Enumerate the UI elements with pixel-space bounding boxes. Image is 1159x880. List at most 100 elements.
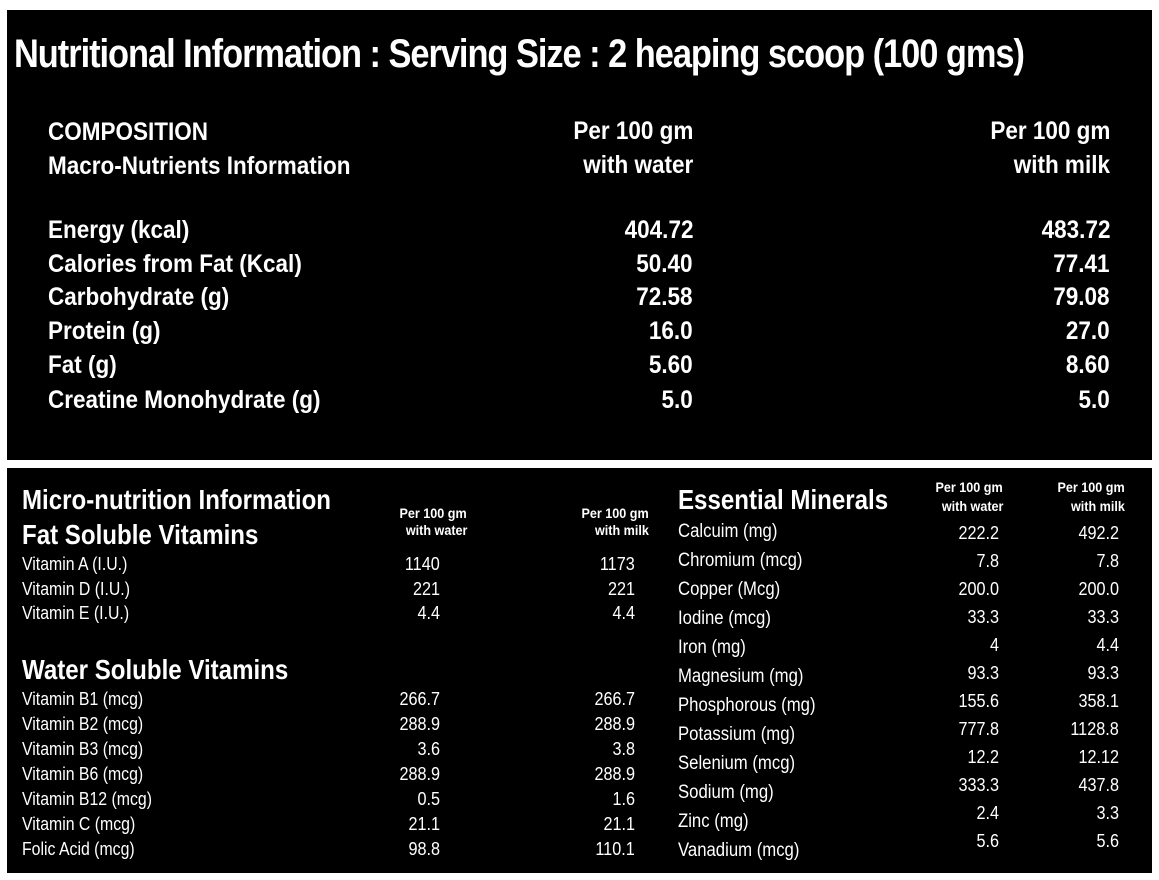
vitamin-milk: 3.8 [612,739,635,759]
vitamin-water: 221 [412,579,440,599]
micro-nutrition-heading: Micro-nutrition Information [22,484,331,515]
micro-col-milk-line1: Per 100 gm [581,505,649,521]
macro-row-label: Carbohydrate (g) [48,283,230,311]
micro-col-water-line1: Per 100 gm [399,505,467,521]
mineral-water: 777.8 [958,719,999,739]
composition-heading: COMPOSITION [48,118,209,146]
mineral-water: 12.2 [967,747,999,767]
mineral-label: Sodium (mg) [678,782,774,803]
mineral-water: 93.3 [967,663,999,683]
vitamin-label: Folic Acid (mcg) [22,839,135,859]
mineral-milk: 437.8 [1078,775,1119,795]
fat-soluble-heading: Fat Soluble Vitamins [22,519,259,550]
macro-row-water: 5.0 [661,386,693,414]
mineral-label: Zinc (mg) [678,811,749,832]
vitamin-water: 288.9 [399,714,440,734]
mineral-label: Chromium (mcg) [678,550,803,571]
micro-panel [7,468,1152,873]
minerals-col-water-line2: with water [941,498,1003,514]
mineral-milk: 93.3 [1087,663,1119,683]
micro-col-milk-line2: with milk [595,522,649,538]
page-title: Nutritional Information : Serving Size :… [14,32,1025,76]
mineral-label: Vanadium (mcg) [678,840,800,861]
mineral-water: 155.6 [958,691,999,711]
macro-row-water: 16.0 [649,317,693,345]
mineral-water: 4 [989,635,999,655]
mineral-milk: 358.1 [1078,691,1119,711]
vitamin-label: Vitamin C (mcg) [22,814,136,834]
macro-row-milk: 483.72 [1041,216,1110,244]
mineral-label: Selenium (mcg) [678,753,796,774]
macro-row-label: Calories from Fat (Kcal) [48,250,302,278]
macro-nutrients-heading: Macro-Nutrients Information [48,152,351,180]
mineral-milk: 12.12 [1078,747,1119,767]
micro-col-water-line2: with water [405,522,467,538]
vitamin-milk: 288.9 [594,714,635,734]
macro-row-water: 50.40 [636,250,693,278]
mineral-label: Calcuim (mg) [678,521,778,542]
macro-col-water-line1: Per 100 gm [572,117,693,145]
mineral-milk: 200.0 [1078,579,1119,599]
vitamin-label: Vitamin B6 (mcg) [22,764,144,784]
mineral-milk: 5.6 [1096,831,1119,851]
vitamin-label: Vitamin B12 (mcg) [22,789,152,809]
water-soluble-heading: Water Soluble Vitamins [22,654,289,685]
minerals-col-milk-line1: Per 100 gm [1057,479,1125,495]
macro-row-milk: 27.0 [1066,317,1110,345]
vitamin-water: 266.7 [399,689,440,709]
mineral-label: Magnesium (mg) [678,666,804,687]
mineral-milk: 492.2 [1078,523,1119,543]
mineral-milk: 1128.8 [1070,719,1119,739]
mineral-water: 333.3 [958,775,999,795]
mineral-milk: 4.4 [1096,635,1119,655]
vitamin-water: 0.5 [417,789,440,809]
macro-row-water: 404.72 [624,216,693,244]
vitamin-milk: 4.4 [612,603,635,623]
mineral-water: 200.0 [958,579,999,599]
vitamin-label: Vitamin D (I.U.) [22,579,130,599]
vitamin-milk: 221 [607,579,635,599]
vitamin-milk: 266.7 [594,689,635,709]
macro-col-water-line2: with water [582,151,693,179]
mineral-label: Iodine (mcg) [678,608,771,629]
macro-row-water: 5.60 [649,351,693,379]
mineral-water: 2.4 [976,803,999,823]
macro-row-milk: 5.0 [1078,386,1110,414]
macro-row-label: Fat (g) [48,351,117,379]
essential-minerals-heading: Essential Minerals [678,484,889,515]
macro-row-milk: 77.41 [1053,250,1110,278]
vitamin-label: Vitamin B2 (mcg) [22,714,144,734]
mineral-water: 7.8 [976,551,999,571]
vitamin-label: Vitamin E (I.U.) [22,603,130,623]
vitamin-water: 3.6 [417,739,440,759]
vitamin-milk: 1.6 [612,789,635,809]
mineral-milk: 3.3 [1096,803,1119,823]
macro-row-milk: 79.08 [1053,283,1110,311]
macro-row-label: Protein (g) [48,317,161,345]
vitamin-water: 4.4 [417,603,440,623]
mineral-water: 5.6 [976,831,999,851]
macro-col-milk-line1: Per 100 gm [989,117,1110,145]
mineral-label: Copper (Mcg) [678,579,781,600]
vitamin-milk: 288.9 [594,764,635,784]
macro-row-label: Energy (kcal) [48,216,190,244]
mineral-label: Phosphorous (mg) [678,695,816,716]
mineral-water: 222.2 [958,523,999,543]
minerals-col-milk-line2: with milk [1071,498,1125,514]
macro-row-label: Creatine Monohydrate (g) [48,386,321,414]
mineral-label: Potassium (mg) [678,724,796,745]
vitamin-label: Vitamin A (I.U.) [22,554,128,574]
macro-col-milk-line2: with milk [1013,151,1110,179]
vitamin-water: 288.9 [399,764,440,784]
macro-row-milk: 8.60 [1066,351,1110,379]
macro-panel [7,10,1152,460]
vitamin-label: Vitamin B1 (mcg) [22,689,144,709]
vitamin-milk: 1173 [600,554,635,574]
mineral-label: Iron (mg) [678,637,746,658]
vitamin-milk: 110.1 [595,839,635,859]
vitamin-water: 1140 [405,554,440,574]
vitamin-water: 98.8 [408,839,440,859]
vitamin-label: Vitamin B3 (mcg) [22,739,144,759]
minerals-col-water-line1: Per 100 gm [935,479,1003,495]
vitamin-milk: 21.1 [603,814,635,834]
